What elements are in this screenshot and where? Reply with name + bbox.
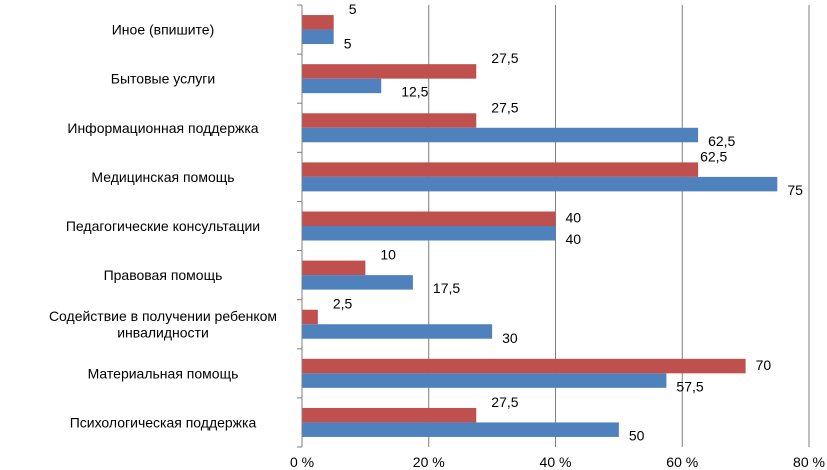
bar-series2 <box>302 373 667 388</box>
category-label: Информационная поддержка <box>67 120 258 136</box>
data-labels: 5 5 27,5 12,5 27,5 62,562,5 75 40 40 10 17,5 2,5 30 7… <box>333 1 803 443</box>
data-label-series1: 5 <box>349 1 357 17</box>
bar-series1 <box>302 211 556 226</box>
data-label-series1: 10 <box>380 247 396 263</box>
category-label: Психологическая поддержка <box>70 414 257 430</box>
data-label-series2: 17,5 <box>433 280 460 296</box>
category-label: Правовая помощь <box>104 267 223 283</box>
bar-series1 <box>302 358 746 374</box>
category-label: Содействие в получении ребенком <box>49 308 277 324</box>
x-tick-label: 40 % <box>540 454 572 470</box>
data-label-series1: 27,5 <box>491 99 518 115</box>
bar-series2 <box>302 78 382 94</box>
bar-series2 <box>302 422 619 437</box>
x-tick-label: 60 % <box>666 454 698 470</box>
bar-series2 <box>302 176 778 192</box>
bar-series1 <box>302 64 477 79</box>
bar-series2 <box>302 29 334 45</box>
bar-series2 <box>302 324 493 339</box>
category-label: Бытовые услуги <box>111 71 215 87</box>
bar-series2 <box>302 127 699 143</box>
bars <box>302 15 778 437</box>
bar-series1 <box>302 15 334 30</box>
x-tick-label: 20 % <box>413 454 445 470</box>
x-tick-label: 80 % <box>793 454 825 470</box>
bar-series1 <box>302 113 477 128</box>
category-label: инвалидности <box>117 324 209 340</box>
data-label-series2: 50 <box>629 427 645 443</box>
x-tick-label: 0 % <box>290 454 314 470</box>
category-label: Медицинская помощь <box>91 169 234 185</box>
data-label-series2: 5 <box>344 36 352 52</box>
category-label: Иное (впишите) <box>112 22 215 38</box>
data-label-series1: 27,5 <box>491 50 518 66</box>
data-label-series2: 12,5 <box>401 84 428 100</box>
data-label-series1: 40 <box>566 210 582 226</box>
x-tick-labels: 0 % 20 % 40 % 60 % 80 % <box>290 454 825 470</box>
bar-series1 <box>302 260 366 276</box>
data-label-series2: 57,5 <box>676 378 703 394</box>
data-label-series2: 40 <box>566 231 582 247</box>
y-axis <box>297 4 303 448</box>
data-label-series2: 30 <box>502 330 518 346</box>
data-label-series2: 62,5 <box>708 133 735 149</box>
data-label-series1: 70 <box>756 357 772 373</box>
bar-series1 <box>302 162 699 177</box>
category-label: Педагогические консультации <box>66 218 260 234</box>
data-label-series1: 27,5 <box>491 394 518 410</box>
bar-series2 <box>302 226 556 241</box>
data-label-series1: 62,5 <box>700 148 727 164</box>
category-label: Материальная помощь <box>88 365 239 381</box>
category-labels: Иное (впишите) Бытовые услуги Информационн… <box>49 22 277 431</box>
bar-series2 <box>302 275 413 290</box>
bar-series1 <box>302 407 477 423</box>
data-label-series1: 2,5 <box>333 296 353 312</box>
bar-series1 <box>302 309 318 325</box>
data-label-series2: 75 <box>787 182 803 198</box>
